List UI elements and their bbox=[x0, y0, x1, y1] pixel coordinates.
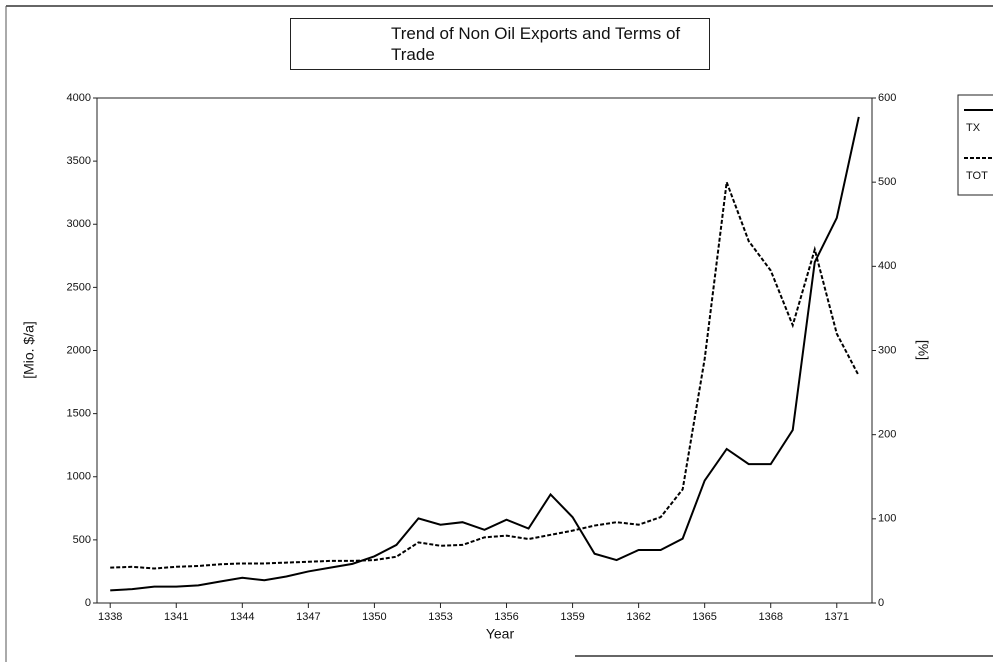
legend-label: TX bbox=[966, 122, 981, 134]
x-tick-label: 1347 bbox=[296, 611, 320, 623]
x-tick-label: 1341 bbox=[164, 611, 188, 623]
y2-tick-label: 100 bbox=[878, 513, 896, 525]
y-tick-label: 500 bbox=[73, 534, 91, 546]
x-tick-label: 1359 bbox=[560, 611, 584, 623]
y-tick-label: 2000 bbox=[67, 344, 91, 356]
x-tick-label: 1365 bbox=[692, 611, 716, 623]
legend-label: TOT bbox=[966, 170, 988, 182]
plot-frame bbox=[96, 97, 873, 604]
x-tick-label: 1368 bbox=[758, 611, 782, 623]
line-series bbox=[110, 181, 860, 570]
y2-tick-label: 0 bbox=[878, 597, 884, 609]
x-axis-label: Year bbox=[486, 626, 515, 642]
y2-axis-label: [%] bbox=[915, 340, 931, 360]
x-tick-label: 1353 bbox=[428, 611, 452, 623]
x-tick-label: 1338 bbox=[98, 611, 122, 623]
y2-tick-label: 500 bbox=[878, 176, 896, 188]
y-tick-label: 3500 bbox=[67, 155, 91, 167]
y-tick-label: 1500 bbox=[67, 408, 91, 420]
y2-tick-label: 200 bbox=[878, 429, 896, 441]
y2-tick-label: 600 bbox=[878, 92, 896, 104]
y2-tick-label: 300 bbox=[878, 344, 896, 356]
legend-box bbox=[957, 94, 993, 196]
x-tick-label: 1356 bbox=[494, 611, 518, 623]
x-tick-label: 1371 bbox=[825, 611, 849, 623]
y-tick-label: 2500 bbox=[67, 281, 91, 293]
y-tick-label: 0 bbox=[85, 597, 91, 609]
y-tick-label: 1000 bbox=[67, 471, 91, 483]
y2-tick-label: 400 bbox=[878, 260, 896, 272]
chart-title: Trend of Non Oil Exports and Terms of Tr… bbox=[290, 18, 710, 70]
x-tick-label: 1362 bbox=[626, 611, 650, 623]
y-tick-label: 4000 bbox=[67, 92, 91, 104]
x-tick-label: 1350 bbox=[362, 611, 386, 623]
line-series bbox=[110, 116, 860, 592]
x-tick-label: 1344 bbox=[230, 611, 254, 623]
y-tick-label: 3000 bbox=[67, 218, 91, 230]
y-axis-label: [Mio. $/a] bbox=[21, 321, 37, 379]
